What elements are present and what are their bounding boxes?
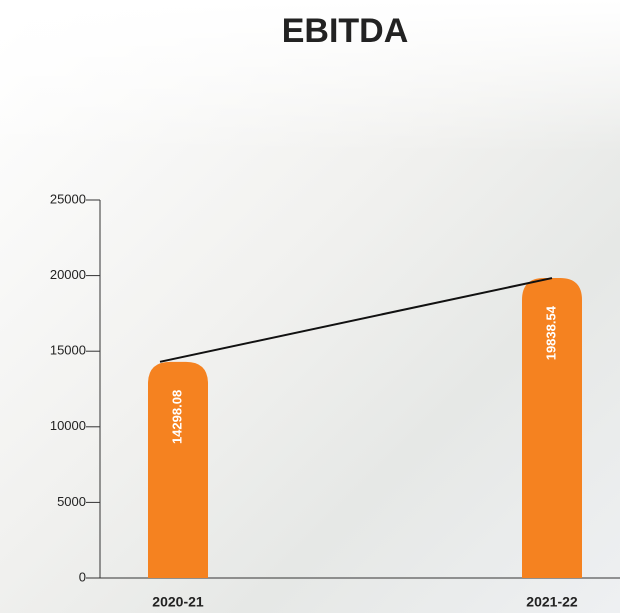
y-tick-label: 20000: [50, 267, 86, 282]
x-tick-label: 2021-22: [526, 594, 578, 610]
bar: [522, 278, 582, 578]
trend-line: [159, 277, 553, 363]
bar: [148, 361, 208, 578]
y-tick-label: 10000: [50, 418, 86, 433]
y-tick-label: 5000: [57, 494, 86, 509]
value-label: 19838.54: [543, 305, 558, 360]
value-label: 14298.08: [169, 390, 184, 444]
y-tick-label: 15000: [50, 343, 86, 358]
chart-title: EBITDA: [282, 12, 409, 50]
y-tick-label: 0: [79, 569, 86, 584]
x-tick-label: 2020-21: [152, 594, 204, 610]
y-tick-label: 25000: [50, 191, 86, 206]
